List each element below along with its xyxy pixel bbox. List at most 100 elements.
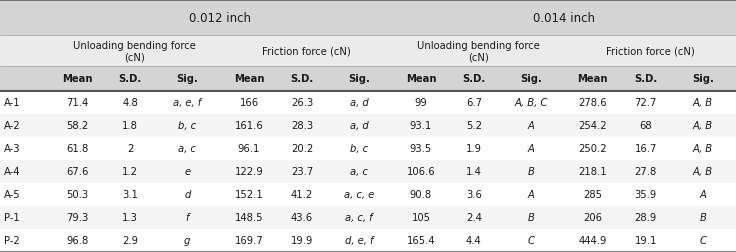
Text: 0.014 inch: 0.014 inch	[533, 12, 595, 25]
Text: 0.012 inch: 0.012 inch	[189, 12, 252, 25]
Text: 93.5: 93.5	[410, 144, 432, 154]
Text: 68: 68	[640, 121, 652, 131]
Text: 4.4: 4.4	[466, 236, 481, 245]
Text: 444.9: 444.9	[578, 236, 607, 245]
Text: Mean: Mean	[406, 74, 436, 84]
Text: 61.8: 61.8	[66, 144, 88, 154]
Text: f: f	[185, 213, 189, 223]
Text: 71.4: 71.4	[66, 98, 88, 108]
Text: 26.3: 26.3	[291, 98, 313, 108]
Text: 79.3: 79.3	[66, 213, 88, 223]
Text: A, B: A, B	[693, 144, 713, 154]
Text: 2.9: 2.9	[122, 236, 138, 245]
Text: 106.6: 106.6	[406, 167, 435, 177]
Text: A-4: A-4	[4, 167, 21, 177]
Text: 105: 105	[411, 213, 431, 223]
Text: d, e, f: d, e, f	[345, 236, 373, 245]
Text: Sig.: Sig.	[692, 74, 714, 84]
Text: A, B, C: A, B, C	[514, 98, 548, 108]
Text: A-5: A-5	[4, 190, 21, 200]
Text: A: A	[699, 190, 707, 200]
Text: 99: 99	[414, 98, 428, 108]
Text: A, B: A, B	[693, 167, 713, 177]
Text: 1.2: 1.2	[122, 167, 138, 177]
Text: 4.8: 4.8	[122, 98, 138, 108]
Text: 72.7: 72.7	[634, 98, 657, 108]
Text: A-1: A-1	[4, 98, 21, 108]
Text: Unloading bending force
(cN): Unloading bending force (cN)	[417, 41, 539, 62]
Text: 285: 285	[583, 190, 602, 200]
Text: C: C	[528, 236, 534, 245]
Text: B: B	[528, 167, 534, 177]
Text: Sig.: Sig.	[520, 74, 542, 84]
Bar	[0, 206, 736, 229]
Text: A-3: A-3	[4, 144, 21, 154]
Text: 206: 206	[583, 213, 602, 223]
Text: 41.2: 41.2	[291, 190, 313, 200]
Text: 1.4: 1.4	[466, 167, 481, 177]
Text: a, c, e: a, c, e	[344, 190, 375, 200]
Text: A: A	[528, 190, 534, 200]
Text: a, e, f: a, e, f	[173, 98, 202, 108]
Text: 6.7: 6.7	[466, 98, 482, 108]
Text: 50.3: 50.3	[66, 190, 88, 200]
Text: A-2: A-2	[4, 121, 21, 131]
Text: 16.7: 16.7	[634, 144, 657, 154]
Text: Friction force (cN): Friction force (cN)	[262, 47, 350, 56]
Text: 2: 2	[127, 144, 133, 154]
Text: 152.1: 152.1	[235, 190, 263, 200]
Text: 2.4: 2.4	[466, 213, 481, 223]
Text: 96.1: 96.1	[238, 144, 261, 154]
Text: 35.9: 35.9	[634, 190, 657, 200]
Text: 5.2: 5.2	[466, 121, 482, 131]
Text: b, c: b, c	[178, 121, 197, 131]
Text: Friction force (cN): Friction force (cN)	[606, 47, 695, 56]
Text: 96.8: 96.8	[66, 236, 88, 245]
Text: 23.7: 23.7	[291, 167, 313, 177]
Text: Unloading bending force
(cN): Unloading bending force (cN)	[73, 41, 196, 62]
Text: 161.6: 161.6	[235, 121, 263, 131]
Text: b, c: b, c	[350, 144, 368, 154]
Text: 1.3: 1.3	[122, 213, 138, 223]
Text: a, d: a, d	[350, 121, 369, 131]
Text: 254.2: 254.2	[578, 121, 607, 131]
Bar	[0, 114, 736, 137]
Text: 278.6: 278.6	[578, 98, 607, 108]
Text: 19.9: 19.9	[291, 236, 313, 245]
Text: a, c: a, c	[350, 167, 368, 177]
Text: 166: 166	[239, 98, 258, 108]
Text: C: C	[699, 236, 707, 245]
Text: 3.1: 3.1	[122, 190, 138, 200]
Text: d: d	[184, 190, 191, 200]
Text: a, d: a, d	[350, 98, 369, 108]
Text: 28.3: 28.3	[291, 121, 313, 131]
Bar	[0, 183, 736, 206]
Text: 1.9: 1.9	[466, 144, 482, 154]
Text: Mean: Mean	[578, 74, 608, 84]
Text: 19.1: 19.1	[634, 236, 657, 245]
Bar	[0, 229, 736, 252]
Text: B: B	[699, 213, 707, 223]
Bar	[0, 36, 736, 67]
Text: S.D.: S.D.	[462, 74, 486, 84]
Text: S.D.: S.D.	[118, 74, 141, 84]
Text: g: g	[184, 236, 191, 245]
Text: 218.1: 218.1	[578, 167, 607, 177]
Text: B: B	[528, 213, 534, 223]
Text: 122.9: 122.9	[235, 167, 263, 177]
Text: A: A	[528, 121, 534, 131]
Bar	[0, 67, 736, 91]
Text: 1.8: 1.8	[122, 121, 138, 131]
Text: 3.6: 3.6	[466, 190, 481, 200]
Text: 169.7: 169.7	[235, 236, 263, 245]
Text: 93.1: 93.1	[410, 121, 432, 131]
Text: A, B: A, B	[693, 98, 713, 108]
Text: 28.9: 28.9	[634, 213, 657, 223]
Text: S.D.: S.D.	[634, 74, 657, 84]
Text: 43.6: 43.6	[291, 213, 313, 223]
Bar	[0, 0, 736, 36]
Text: 250.2: 250.2	[578, 144, 607, 154]
Text: 27.8: 27.8	[634, 167, 657, 177]
Text: 90.8: 90.8	[410, 190, 432, 200]
Text: a, c: a, c	[178, 144, 197, 154]
